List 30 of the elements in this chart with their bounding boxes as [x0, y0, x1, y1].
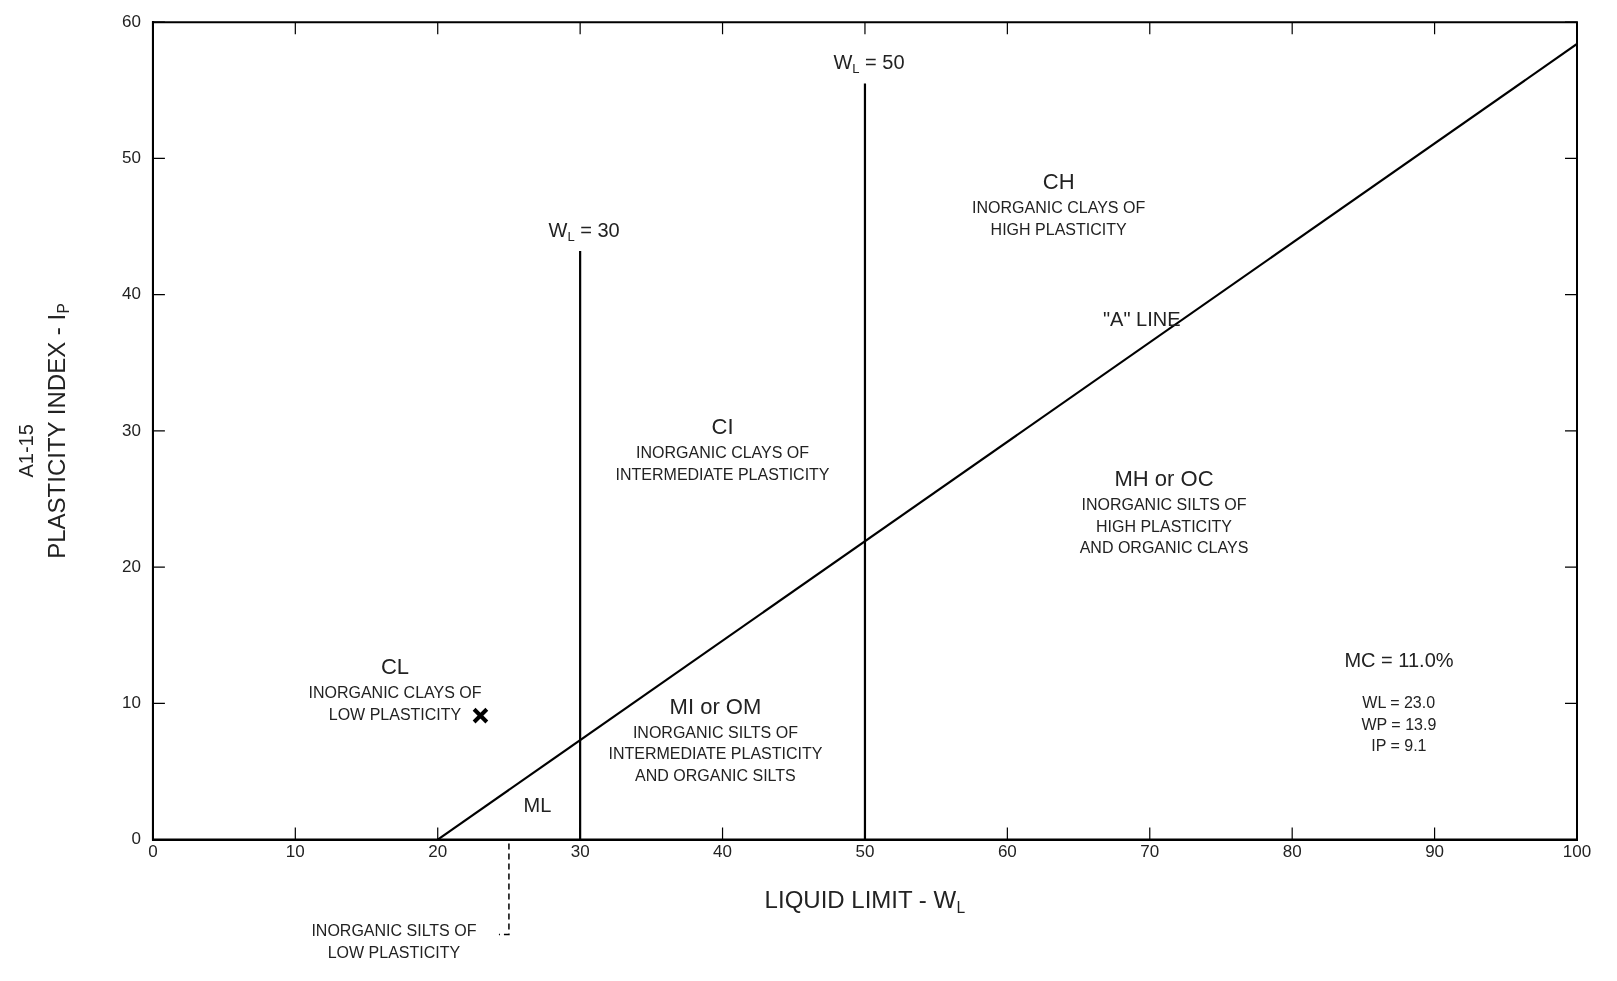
x-tick-label: 30: [570, 842, 590, 862]
x-tick-label: 0: [148, 842, 158, 862]
y-axis-title: PLASTICITY INDEX - IP: [42, 303, 73, 559]
text: A1-15: [15, 424, 38, 478]
y-tick-label: 60: [121, 11, 141, 31]
x-tick-label: 40: [713, 842, 733, 862]
x-tick-label: 50: [855, 842, 875, 862]
annotation: MC = 11.0%: [1344, 648, 1454, 671]
x-tick-label: 10: [285, 842, 305, 862]
annotation: "A" LINE: [1102, 307, 1181, 330]
y-tick-label: 40: [121, 284, 141, 304]
x-tick-label: 90: [1425, 842, 1445, 862]
y-tick-label: 50: [121, 148, 141, 168]
annotation: CH INORGANIC CLAYS OF HIGH PLASTICITY: [972, 168, 1146, 238]
annotation: CI INORGANIC CLAYS OF INTERMEDIATE PLASTICITY: [615, 414, 830, 483]
y-tick-label: 0: [131, 829, 141, 849]
x-tick-label: 60: [997, 842, 1017, 862]
annotation: MI or OM INORGANIC SILTS OF INTERMEDIATE PLASTICITY AND ORGANIC SILTS: [608, 693, 823, 784]
y-tick-label: 20: [121, 556, 141, 576]
x-tick-label: 100: [1562, 842, 1592, 862]
annotation: ML: [523, 794, 552, 817]
annotation: CL INORGANIC CLAYS OF LOW PLASTICITY: [308, 654, 482, 724]
annotation: MH or OC INORGANIC SILTS OF HIGH PLASTICITY AND ORGANIC CLAYS: [1079, 466, 1249, 557]
text: INORGANIC SILTS OF LOW PLASTICITY: [311, 922, 477, 961]
y-tick-label: 30: [121, 420, 141, 440]
annotation: WL = 23.0 WP = 13.9 IP = 9.1: [1361, 693, 1437, 755]
x-tick-label: 20: [428, 842, 448, 862]
y-tick-label: 10: [121, 693, 141, 713]
x-tick-label: 70: [1140, 842, 1160, 862]
x-tick-label: 80: [1282, 842, 1302, 862]
